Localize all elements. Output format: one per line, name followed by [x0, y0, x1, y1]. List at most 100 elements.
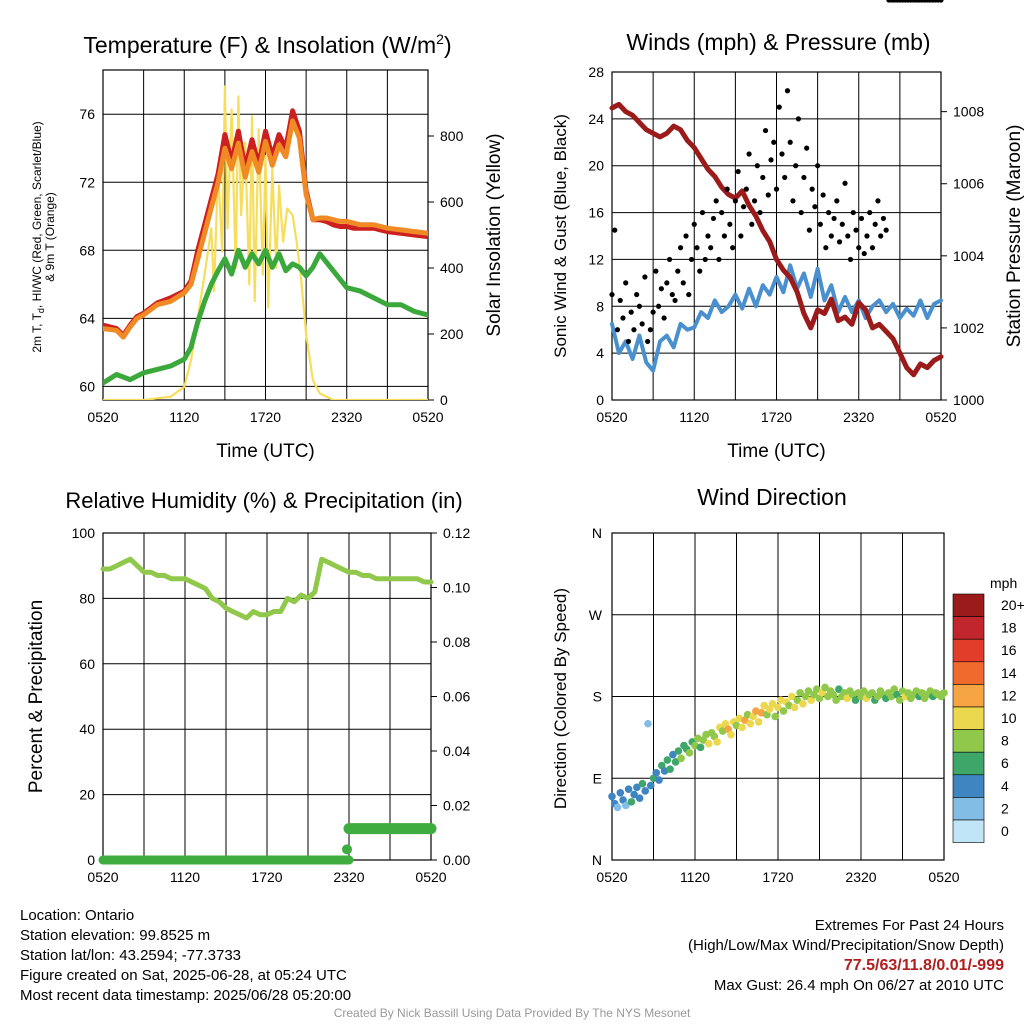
series-line-2 — [103, 247, 428, 386]
extremes-title: Extremes For Past 24 Hours — [814, 917, 1004, 934]
y-right-tick-label: 0.04 — [443, 743, 470, 759]
series-group — [103, 85, 428, 400]
gust-point — [702, 256, 708, 263]
gust-point — [804, 145, 810, 151]
x-axis-label: Time (UTC) — [216, 441, 315, 462]
gust-point — [741, 204, 747, 210]
y-right-tick-label: 0.08 — [443, 634, 470, 650]
gust-point — [719, 209, 725, 216]
direction-point — [895, 696, 904, 704]
direction-point — [671, 758, 680, 766]
gust-point — [825, 209, 832, 216]
gust-point — [727, 221, 733, 227]
direction-point — [790, 703, 799, 712]
gust-point — [625, 338, 632, 345]
direction-point — [774, 703, 782, 712]
gust-point — [721, 233, 728, 239]
gust-point — [938, 0, 944, 3]
y-tick-label: S — [593, 689, 602, 705]
direction-point — [727, 730, 735, 739]
gust-point — [688, 256, 695, 263]
y-left-tick-label: 28 — [588, 64, 604, 80]
gust-point — [735, 168, 741, 175]
gust-point — [779, 151, 785, 157]
panel-1-frame: 0520 1120 1720 2320 0520 60 64 68 72 76 0 200 400 600… — [30, 31, 505, 462]
direction-point — [630, 790, 638, 799]
gust-point — [845, 233, 851, 239]
direction-point — [638, 779, 647, 788]
colorbar-label: 10 — [1001, 710, 1017, 726]
gust-point — [856, 245, 862, 251]
station-latlon: Station lat/lon: 43.2594; -77.3733 — [20, 947, 242, 964]
direction-point — [641, 787, 649, 795]
gust-point — [883, 227, 889, 233]
series-line-1 — [103, 118, 428, 340]
x-tick-label: 1120 — [679, 409, 709, 425]
direction-point — [940, 689, 948, 697]
gust-point — [708, 245, 714, 251]
colorbar-label: 14 — [1001, 665, 1017, 681]
gust-point — [867, 209, 873, 216]
x-tick-label: 1720 — [761, 409, 792, 425]
chart-title: Relative Humidity (%) & Precipitation (i… — [65, 488, 462, 513]
direction-point — [868, 689, 876, 697]
direction-point — [633, 783, 641, 792]
direction-point — [669, 750, 677, 759]
gust-point — [694, 245, 700, 251]
gust-point — [730, 245, 736, 251]
y-right-axis-label: Station Pressure (Maroon) — [1004, 125, 1024, 348]
gust-point — [617, 297, 623, 304]
direction-point — [608, 792, 616, 801]
y-right-tick-label: 0 — [440, 392, 448, 408]
direction-point — [771, 712, 780, 721]
extremes-panel: Extremes For Past 24 Hours (High/Low/Max… — [688, 916, 1004, 996]
y-right-tick-label: 1008 — [953, 104, 984, 120]
gust-point — [620, 315, 626, 321]
gust-point — [645, 338, 651, 345]
gust-point — [828, 233, 834, 239]
gust-point — [834, 198, 840, 204]
gust-point — [847, 256, 854, 263]
direction-point — [713, 738, 721, 746]
colorbar-label: 4 — [1001, 778, 1009, 794]
direction-point — [646, 781, 655, 790]
gust-point — [699, 209, 706, 216]
y-right-tick-label: 1006 — [953, 176, 984, 192]
chart-title: Winds (mph) & Pressure (mb) — [626, 29, 930, 55]
gust-point — [705, 233, 711, 239]
gust-point — [864, 233, 870, 239]
gust-point — [880, 215, 887, 222]
gust-point — [710, 215, 717, 222]
y-left-tick-label: 60 — [79, 378, 95, 394]
direction-point — [835, 685, 843, 694]
y-right-tick-label: 200 — [440, 326, 464, 342]
gust-point — [636, 303, 643, 309]
y-left-tick-label: 100 — [72, 525, 96, 541]
direction-point — [685, 749, 694, 757]
direction-point — [851, 696, 860, 704]
station-location: Location: Ontario — [20, 907, 135, 924]
gust-point — [713, 198, 719, 204]
colorbar-title: mph — [990, 575, 1017, 591]
gust-point — [817, 221, 823, 227]
gust-point — [653, 268, 659, 274]
direction-point — [655, 776, 663, 784]
x-tick-label: 0520 — [596, 869, 627, 885]
precip-point — [342, 844, 352, 855]
colorbar-swatch — [952, 819, 985, 843]
direction-point — [674, 747, 683, 755]
panel-2-frame: 0520 1120 1720 2320 052004812162024281000100… — [551, 0, 1024, 462]
gust-point — [842, 180, 848, 186]
direction-point — [644, 719, 652, 728]
credit-line: Created By Nick Bassill Using Data Provi… — [333, 1006, 691, 1020]
gust-point — [812, 204, 818, 210]
y-left-tick-label: 0 — [596, 392, 604, 408]
gust-point — [642, 274, 648, 280]
x-tick-label: 1720 — [250, 409, 281, 425]
gust-point — [782, 174, 788, 181]
gust-point — [631, 327, 637, 333]
x-axis-label: Time (UTC) — [727, 441, 826, 462]
gust-point — [798, 209, 804, 216]
